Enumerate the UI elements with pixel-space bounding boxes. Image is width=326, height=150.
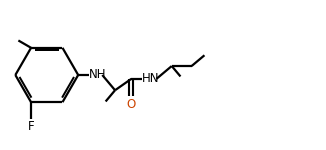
Text: NH: NH bbox=[89, 69, 107, 81]
Text: HN: HN bbox=[142, 72, 160, 85]
Text: O: O bbox=[127, 98, 136, 111]
Text: F: F bbox=[28, 120, 34, 133]
